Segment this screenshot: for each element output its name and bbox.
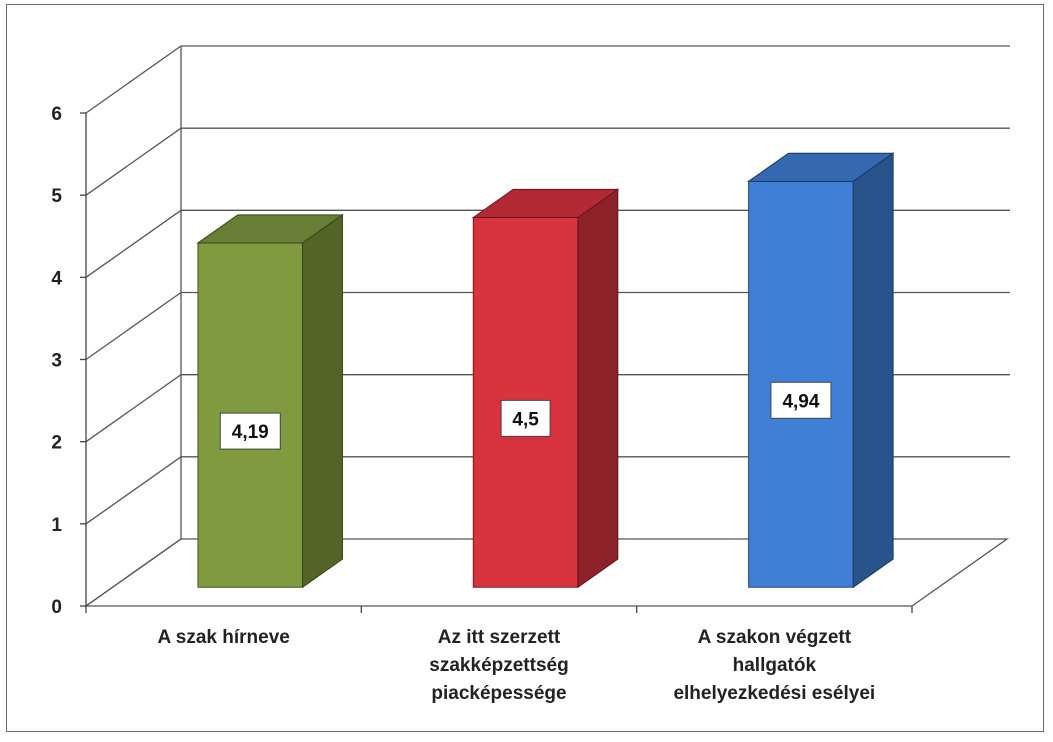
bar-side <box>577 188 619 589</box>
data-label-box <box>500 399 551 437</box>
y-tick-label: 1 <box>51 515 62 536</box>
data-label: 4,94 <box>782 391 819 412</box>
side-wall-line <box>85 45 182 114</box>
category-label: A szak hírneve <box>157 627 289 648</box>
bar-side <box>852 152 894 589</box>
side-wall-line <box>85 374 182 443</box>
side-wall-line <box>85 291 182 361</box>
side-wall-line <box>85 127 182 196</box>
y-tick-label: 5 <box>51 186 62 207</box>
bar-top <box>196 214 345 244</box>
data-label-box <box>770 381 832 419</box>
y-tick-label: 0 <box>51 597 62 618</box>
side-wall-line <box>85 538 182 607</box>
category-label: elhelyezkedési esélyei <box>673 683 875 704</box>
category-label: piacképessége <box>431 683 566 704</box>
side-wall-line <box>85 456 182 525</box>
bar <box>747 152 895 589</box>
side-wall-line <box>85 209 182 278</box>
bar <box>471 188 620 589</box>
category-label: szakképzettség <box>429 655 568 676</box>
data-label: 4,19 <box>232 422 269 443</box>
data-label: 4,5 <box>512 409 539 430</box>
data-label-box <box>219 412 281 450</box>
category-label: hallgatók <box>733 655 817 676</box>
bar-top <box>747 152 895 182</box>
bar-side <box>302 213 343 589</box>
category-label: A szakon végzett <box>698 627 852 648</box>
y-tick-label: 2 <box>51 433 62 454</box>
category-label: Az itt szerzett <box>438 627 561 648</box>
bar <box>196 213 345 589</box>
y-tick-label: 6 <box>51 104 62 125</box>
bar-top <box>471 188 620 218</box>
y-tick-label: 4 <box>51 268 62 289</box>
y-tick-label: 3 <box>51 351 62 372</box>
